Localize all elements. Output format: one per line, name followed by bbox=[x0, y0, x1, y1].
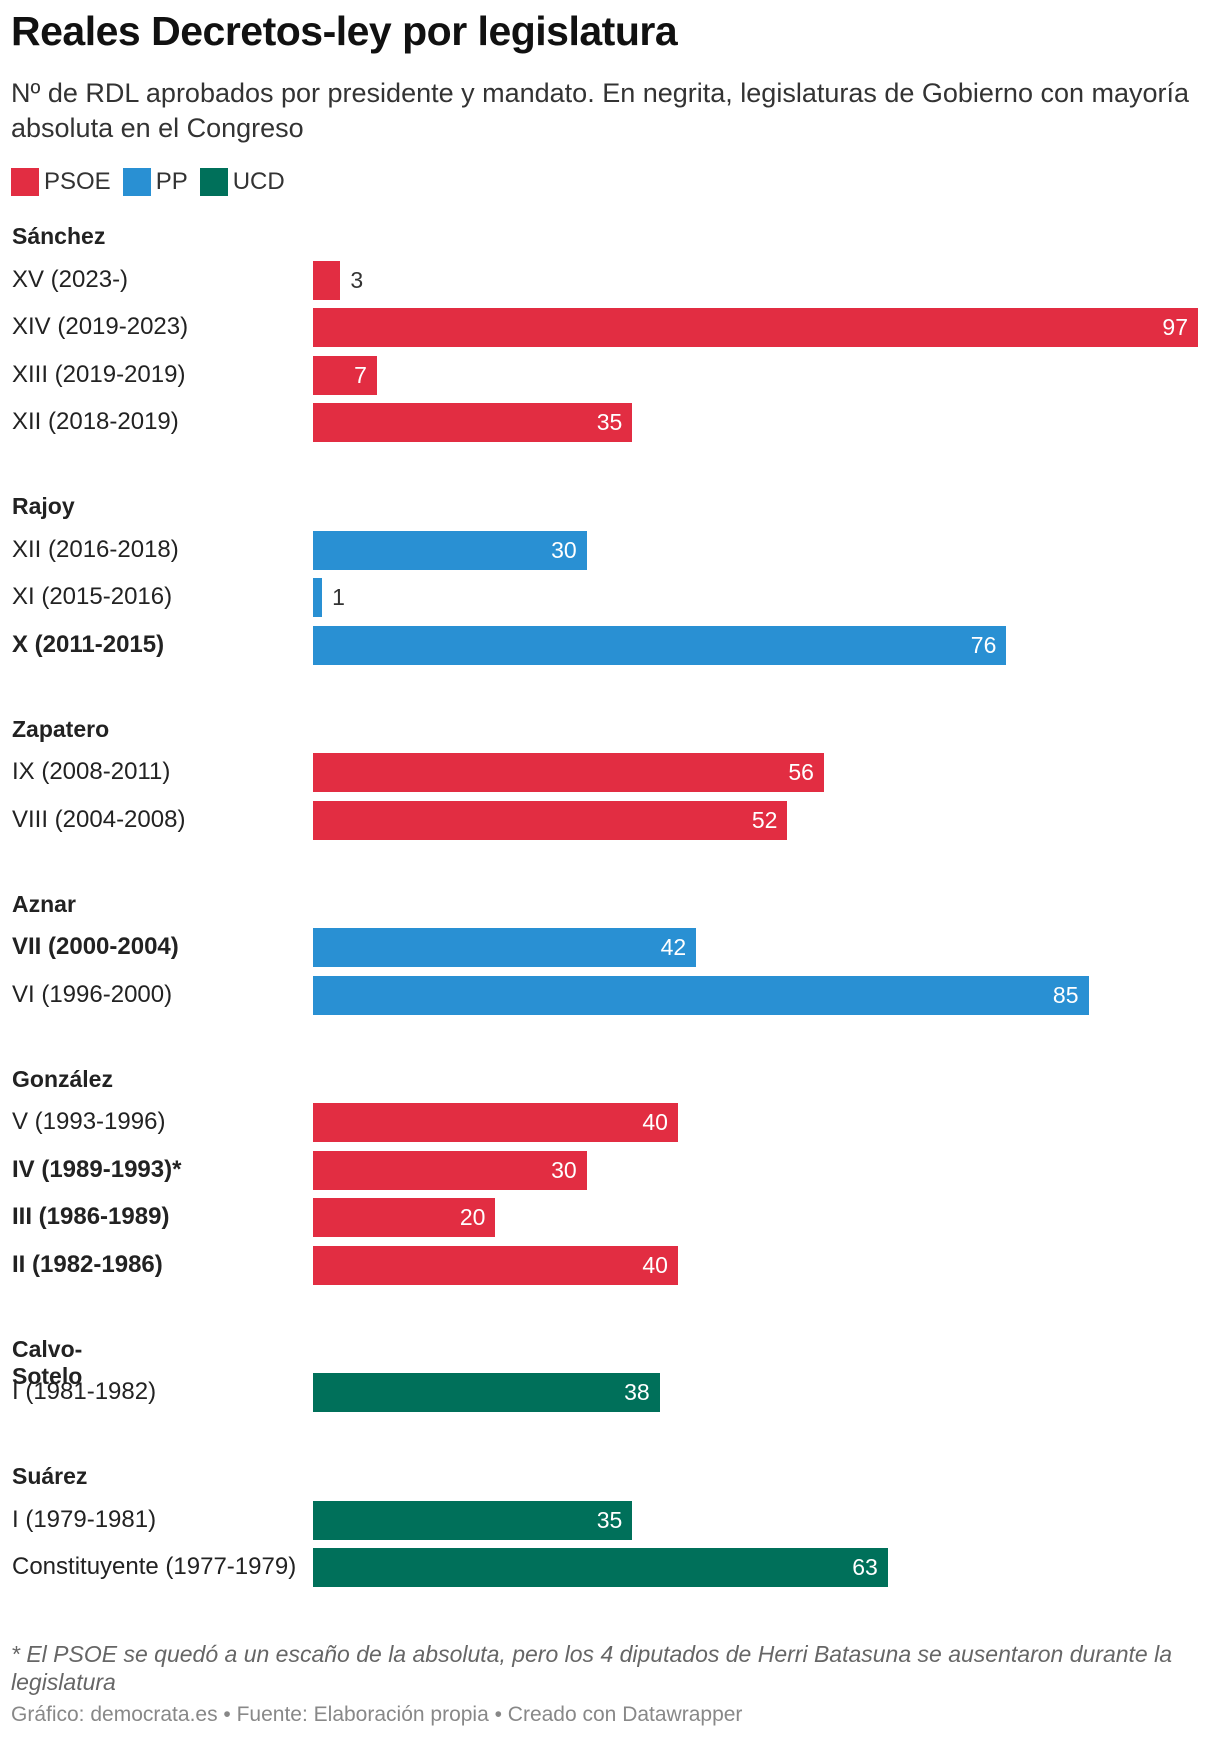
row-label: X (2011-2015) bbox=[12, 630, 165, 658]
bar-value-label: 35 bbox=[596, 1506, 623, 1533]
bar bbox=[313, 1150, 587, 1190]
legend-label-ucd: UCD bbox=[232, 168, 285, 195]
bar bbox=[313, 625, 1007, 665]
bar-value-label: 40 bbox=[642, 1109, 668, 1135]
row-label: I (1981-1982) bbox=[12, 1378, 157, 1405]
group-label: Aznar bbox=[12, 890, 76, 917]
legend-swatch-psoe bbox=[11, 168, 39, 196]
bar bbox=[313, 308, 1198, 347]
row-label: III (1986-1989) bbox=[12, 1203, 170, 1230]
row-label: Constituyente (1977-1979) bbox=[12, 1553, 297, 1580]
row-label: V (1993-1996) bbox=[12, 1108, 166, 1135]
group-label: Suárez bbox=[12, 1463, 88, 1489]
row-label: XI (2015-2016) bbox=[12, 583, 173, 610]
bar bbox=[313, 1198, 496, 1237]
bar-value-label: 76 bbox=[970, 631, 997, 658]
bar bbox=[313, 1245, 678, 1285]
bar bbox=[313, 928, 697, 967]
bar-value-label: 35 bbox=[596, 409, 623, 435]
row-label: VII (2000-2004) bbox=[12, 933, 179, 960]
group-label: Calvo-Sotelo bbox=[12, 1335, 83, 1389]
legend-item-ucd: UCD bbox=[199, 168, 285, 196]
bar bbox=[313, 800, 788, 840]
bar-value-label: 3 bbox=[350, 266, 364, 293]
legend-swatch-ucd bbox=[199, 168, 228, 196]
row-label: XV (2023-) bbox=[12, 265, 129, 293]
bar-value-label: 38 bbox=[624, 1379, 650, 1405]
row-label: I (1979-1981) bbox=[12, 1505, 157, 1533]
bar-value-label: 20 bbox=[459, 1204, 486, 1230]
row-label: IX (2008-2011) bbox=[12, 758, 171, 785]
bar bbox=[313, 355, 377, 395]
legend-item-pp: PP bbox=[122, 168, 188, 196]
bar-value-label: 1 bbox=[332, 584, 345, 610]
row-label: VI (1996-2000) bbox=[12, 980, 173, 1008]
legend-label-pp: PP bbox=[155, 168, 188, 195]
group-label: Rajoy bbox=[12, 493, 75, 519]
bar-value-label: 52 bbox=[751, 806, 778, 833]
legend-swatch-pp bbox=[122, 168, 151, 196]
row-label: XII (2016-2018) bbox=[12, 535, 179, 563]
row-label: IV (1989-1993)* bbox=[12, 1155, 182, 1183]
bar bbox=[313, 1103, 678, 1142]
footnote: * El PSOE se quedó a un escaño de la abs… bbox=[11, 1641, 1172, 1695]
chart-title: Reales Decretos-ley por legislatura bbox=[11, 8, 678, 54]
bar bbox=[313, 403, 633, 442]
bar-value-label: 30 bbox=[551, 536, 577, 563]
bar bbox=[313, 753, 824, 792]
bar-value-label: 40 bbox=[642, 1251, 668, 1278]
bar-value-label: 97 bbox=[1162, 314, 1188, 340]
bar-value-label: 7 bbox=[354, 361, 367, 388]
bar bbox=[313, 260, 341, 300]
legend-label-psoe: PSOE bbox=[44, 168, 111, 195]
chart-subtitle: Nº de RDL aprobados por presidente y man… bbox=[11, 78, 1190, 143]
group-label: Sánchez bbox=[12, 223, 106, 249]
bar bbox=[313, 1500, 633, 1540]
bar bbox=[313, 975, 1089, 1015]
legend: PSOE PP UCD bbox=[11, 168, 297, 196]
legend-item-psoe: PSOE bbox=[11, 168, 111, 196]
bar-value-label: 63 bbox=[852, 1554, 878, 1580]
row-label: XIV (2019-2023) bbox=[12, 313, 189, 340]
group-label: Zapatero bbox=[12, 715, 110, 742]
row-label: VIII (2004-2008) bbox=[12, 805, 186, 833]
group-label: González bbox=[12, 1065, 113, 1092]
bar bbox=[313, 1373, 660, 1412]
bar bbox=[313, 530, 587, 570]
bar-value-label: 56 bbox=[788, 759, 814, 785]
bar-value-label: 85 bbox=[1052, 981, 1079, 1008]
row-label: XIII (2019-2019) bbox=[12, 360, 186, 388]
bar-value-label: 42 bbox=[660, 934, 687, 960]
source-credit: Gráfico: democrata.es • Fuente: Elaborac… bbox=[11, 1703, 743, 1726]
row-label: XII (2018-2019) bbox=[12, 408, 179, 435]
row-label: II (1982-1986) bbox=[12, 1250, 163, 1278]
bar bbox=[313, 1548, 888, 1587]
bar-value-label: 30 bbox=[551, 1156, 577, 1183]
bar bbox=[313, 578, 323, 617]
